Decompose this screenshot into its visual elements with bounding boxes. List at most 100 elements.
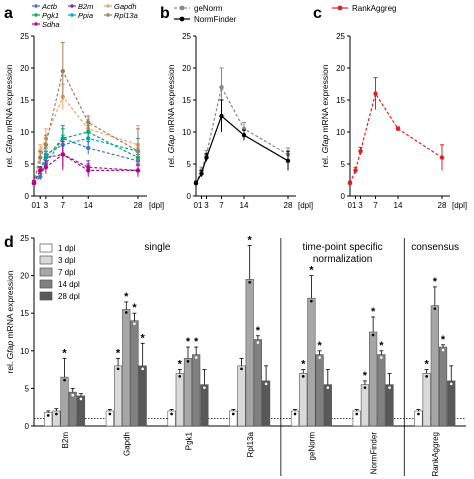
bar-5-3 [377,354,386,427]
y-axis-label-d: rel. Gfap mRNA expression [5,270,15,373]
bar-dot-5-2 [371,333,375,337]
bar-dot-3-1 [240,367,243,371]
y-tick-label-c-3: 15 [336,96,345,105]
legend-swatch-d-0 [39,243,53,253]
y-tick-label-d-0: 0 [25,422,30,431]
y-tick-label-b-2: 10 [182,128,191,137]
y-tick-label-c-0: 0 [341,192,346,201]
bar-dot-0-1 [55,412,58,416]
significance-star-2-3: * [194,336,199,348]
bar-6-1 [422,373,431,427]
data-point-b-1-2 [204,155,209,160]
bar-dot-5-1 [363,386,367,389]
x-tick-label-c-0: 01 [348,201,357,210]
bar-dot-0-3 [71,393,75,397]
bar-dot-6-1 [425,375,428,378]
category-label-1: Gapdh [123,432,132,456]
category-label-5: NormFinder [369,432,378,475]
y-axis-label-c-gene: Gfap [320,135,330,154]
line-chart-a: 0 5 10 15 20 25 01 3 7 14 28 [dpl] rel. Gfap mRNA ex… [4,2,164,210]
bar-4-3 [315,354,324,427]
data-point-a-4-4 [86,136,91,141]
data-point-b-1-0 [193,181,199,186]
data-point-a-5-2 [43,142,49,147]
y-tick-label-a-4: 20 [20,64,29,73]
group-label-2: consensus [411,242,459,253]
y-tick-label-b-5: 25 [182,32,191,41]
bar-1-2 [122,309,131,427]
bar-4-2 [307,297,316,427]
y-axis-label-b-suffix: mRNA expression [166,64,176,135]
data-point-c-0-0 [347,181,353,186]
category-label-3: Rpl13a [246,431,255,457]
series-line-b-1 [195,114,289,184]
bar-0-4 [76,395,86,427]
legend-marker-a-3 [34,13,38,17]
data-point-a-6-0 [31,181,37,186]
data-point-a-0-4 [86,145,91,151]
legend-marker-a-1 [70,4,74,8]
panel-label-b: b [160,5,170,22]
bar-dot-6-2 [433,307,437,310]
bar-dot-2-0 [170,412,173,416]
bar-3-4 [261,380,271,427]
category-label-0: B2m [61,432,70,449]
y-tick-label-b-3: 15 [182,96,191,105]
significance-star-5-3: * [379,340,384,352]
x-tick-label-c-2: 7 [373,201,378,210]
bar-dot-1-0 [108,412,112,416]
bar-2-4 [200,384,209,427]
significance-star-4-3: * [317,340,322,352]
bar-dot-6-3 [441,348,445,352]
data-point-a-6-4 [86,168,91,173]
bar-6-2 [430,305,439,427]
legend-label-b-0: geNorm [194,4,223,13]
x-tick-label-b-4: 28 [284,201,293,210]
y-axis-label-d-gene: Gfap [5,341,15,360]
bar-dot-0-4 [79,397,83,401]
y-tick-label-c-5: 25 [336,32,345,41]
legend-marker-a-5 [106,13,110,17]
y-axis-label-c-suffix: mRNA expression [320,64,330,135]
data-point-b-1-5 [285,158,291,163]
data-point-a-6-5 [135,168,141,173]
bar-2-3 [192,354,201,427]
data-point-c-0-5 [439,155,445,160]
bar-0-3 [68,391,77,427]
series-line-a-5 [33,69,139,184]
data-point-b-0-3 [219,85,224,90]
y-tick-label-d-5: 25 [20,234,29,243]
panel-label-c: c [313,5,322,22]
data-point-a-6-3 [60,152,66,157]
data-point-a-5-3 [60,69,66,74]
category-label-4: geNorm [308,432,317,461]
bar-dot-3-3 [256,341,260,344]
bar-dot-2-1 [178,375,182,378]
y-axis-label-c: rel. Gfap mRNA expression [320,64,330,167]
bar-dot-3-4 [264,382,268,386]
x-tick-label-c-3: 14 [394,201,403,210]
legend-marker-b-0 [179,5,185,11]
bar-1-3 [130,320,139,427]
significance-star-5-2: * [371,306,376,318]
significance-star-5-1: * [363,370,368,382]
bar-dot-1-4 [141,367,144,371]
data-point-a-5-5 [135,149,141,154]
legend-label-a-0: Actb [41,2,57,11]
significance-star-6-3: * [441,334,446,346]
data-point-b-1-1 [199,171,204,176]
legend-label-b-1: NormFinder [194,15,237,24]
x-tick-label-a-3: 14 [84,201,93,210]
bar-chart-d: 0 5 10 15 20 25 rel. Gfap mRNA expression singl… [5,234,466,476]
x-tick-label-c-4: 28 [438,201,447,210]
bar-dot-4-3 [318,356,321,359]
bar-4-1 [299,373,308,427]
data-point-a-5-1 [38,155,43,160]
x-tick-label-b-0: 01 [194,201,203,210]
significance-star-4-1: * [301,359,306,371]
legend-swatch-d-4 [39,291,53,301]
data-point-a-6-2 [43,165,49,170]
y-tick-label-d-4: 20 [20,272,29,281]
legend-marker-c-0 [337,5,343,11]
